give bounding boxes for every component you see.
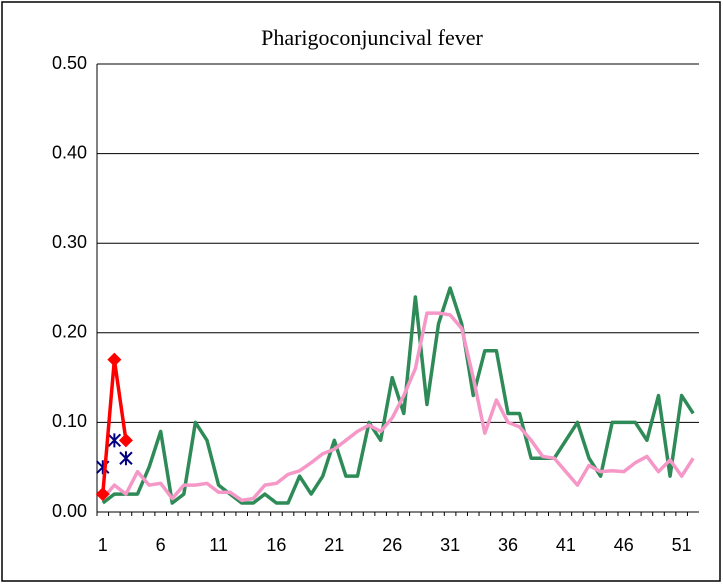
point-marker (95, 487, 110, 502)
point-marker (119, 451, 133, 466)
point-marker (107, 352, 122, 367)
x-tick-label: 6 (156, 535, 166, 555)
x-tick-label: 51 (672, 535, 692, 555)
x-tick-label: 11 (209, 535, 228, 555)
series-line (101, 311, 695, 503)
x-tick-label: 46 (614, 535, 634, 555)
y-tick-label: 0.30 (52, 232, 87, 252)
chart-title: Pharigoconjuncival fever (261, 25, 483, 50)
y-tick-label: 0.00 (52, 501, 87, 521)
x-tick-label: 16 (266, 535, 286, 555)
y-tick-label: 0.50 (52, 53, 87, 73)
x-tick-label: 21 (324, 535, 344, 555)
point-marker (107, 433, 122, 448)
x-tick-label: 1 (98, 535, 108, 555)
x-tick-label: 41 (556, 535, 576, 555)
y-tick-label: 0.10 (52, 411, 87, 431)
x-tick-label: 31 (440, 535, 460, 555)
y-tick-label: 0.40 (52, 142, 87, 162)
x-tick-label: 26 (382, 535, 402, 555)
y-tick-label: 0.20 (52, 322, 87, 342)
point-marker (118, 433, 133, 448)
x-tick-label: 36 (498, 535, 518, 555)
